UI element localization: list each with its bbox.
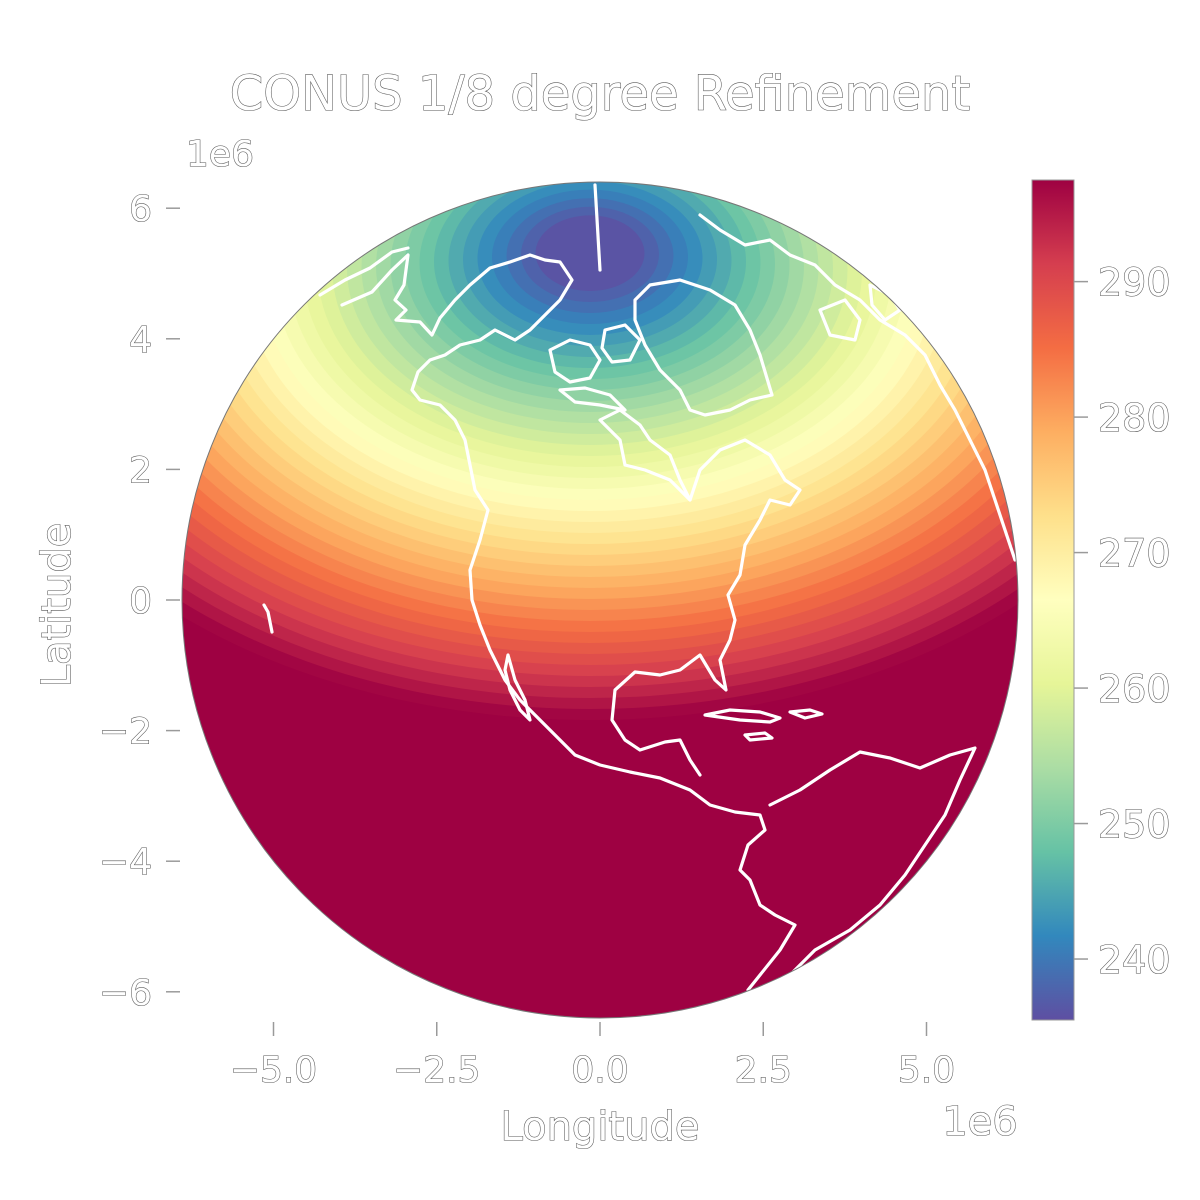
coastline-arctic-islands [548,323,642,412]
x-axis: −5.0 −2.5 0.0 2.5 5.0 [229,1022,956,1092]
y-offset-label: 1e6 [186,134,254,175]
colorbar: 240 250 260 270 280 290 [1031,179,1171,1021]
y-tick-label: 0 [129,581,152,622]
y-tick-label: 6 [129,189,152,230]
chart-title: CONUS 1/8 degree Refinement [230,66,970,122]
y-tick-label: 2 [129,450,152,491]
coastline-eurasia [698,213,1017,562]
colorbar-tick-label: 270 [1098,532,1171,576]
x-tick-label: 2.5 [735,1050,792,1091]
globe-outline [181,181,1019,1019]
x-offset-label: 1e6 [942,1099,1018,1145]
y-tick-label: −4 [99,842,152,883]
colorbar-tick-label: 260 [1098,667,1171,711]
y-tick-label: 4 [129,320,152,361]
colorbar-tick-label: 280 [1098,396,1171,440]
y-tick-label: −6 [99,973,152,1014]
coastline-north-america [340,253,797,992]
coastline-greenland [633,278,774,417]
coastline-south-america [758,746,977,992]
x-tick-label: 5.0 [898,1050,955,1091]
x-axis-label: Longitude [501,1104,700,1150]
coastline-baja [503,653,532,722]
coastline-us-east [610,438,802,777]
pole-seam [593,183,602,272]
x-tick-label: 0.0 [571,1050,628,1091]
colorbar-ticks: 240 250 260 270 280 290 [1074,260,1171,983]
x-tick-label: −5.0 [230,1050,317,1091]
y-axis-label: Latitude [34,523,80,688]
coastline-alaska [318,246,410,297]
colorbar-gradient [1031,179,1075,1021]
colorbar-tick-label: 290 [1098,261,1171,305]
coastline-hudson-bay [598,408,692,502]
y-tick-label: −2 [99,712,152,753]
temperature-field [182,182,1018,1018]
coastlines [262,183,1017,992]
globe [181,181,1019,1019]
colorbar-tick-label: 250 [1098,803,1171,847]
x-tick-label: −2.5 [393,1050,480,1091]
y-axis: 6 4 2 0 −2 −4 −6 [98,189,180,1014]
colorbar-tick-label: 240 [1098,938,1171,982]
temperature-band [535,215,645,291]
coastline-hawaii [262,603,274,634]
coastline-caribbean [703,708,824,742]
